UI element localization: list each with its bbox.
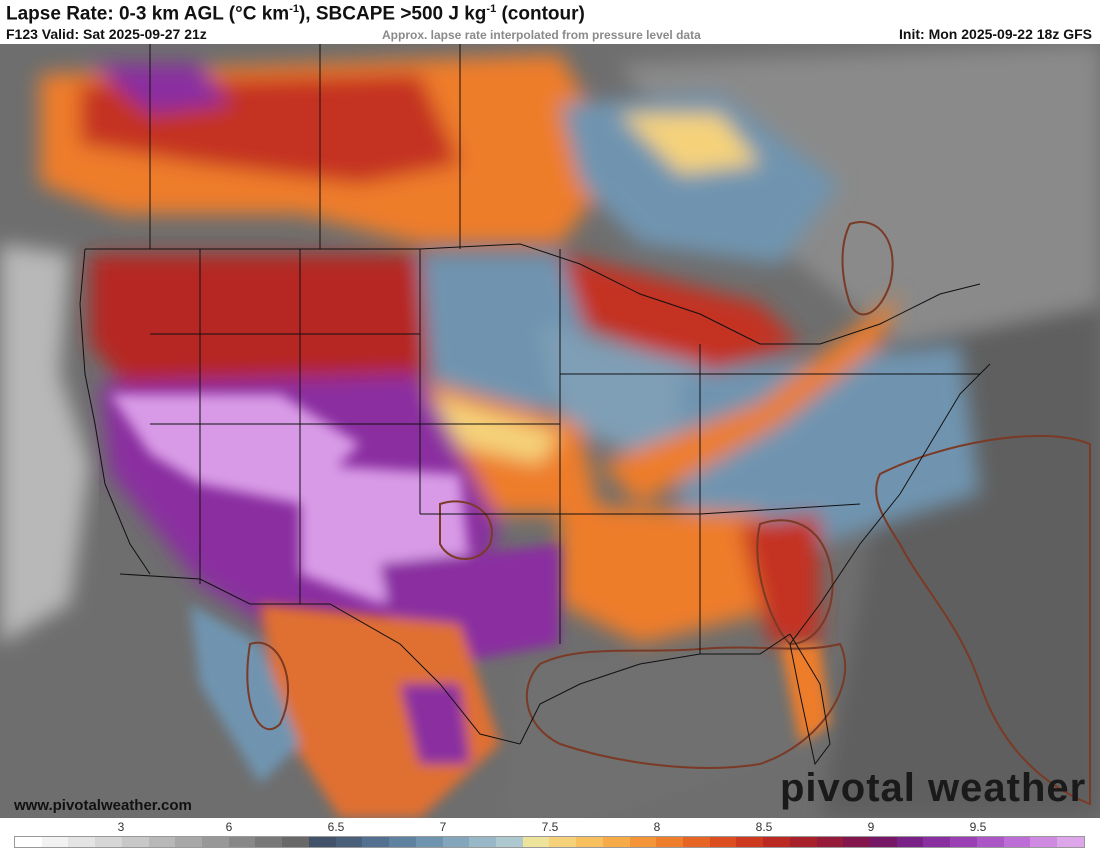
- coast-east: [789, 363, 991, 766]
- colorbar-cell: [736, 837, 764, 847]
- colorbar-cell: [255, 837, 283, 847]
- colorbar-cell: [682, 837, 710, 847]
- colorbar-cell: [362, 837, 390, 847]
- colorbar-cell: [656, 837, 683, 847]
- field-hudson-yellow: [620, 114, 760, 174]
- cape-contour-southeast: [756, 519, 834, 646]
- field-northwest-red: [90, 254, 430, 404]
- colorbar-cell: [870, 837, 897, 847]
- political-borders: [79, 44, 991, 766]
- colorbar-cell: [335, 837, 363, 847]
- colorbar-cell: [1003, 837, 1031, 847]
- gulf-gray: [500, 644, 830, 818]
- field-central-yellow: [430, 394, 560, 464]
- cape-contour-gulf: [526, 642, 847, 769]
- colorbar-tick-label: 3: [117, 820, 125, 834]
- colorbar-cell: [308, 837, 336, 847]
- cape-contour-plains: [439, 500, 493, 560]
- border-us-canada: [85, 243, 981, 345]
- colorbar-cell: [415, 837, 443, 847]
- field-mexico-purple: [400, 684, 470, 764]
- field-east-blue: [680, 344, 980, 544]
- colorbar-cell: [816, 837, 844, 847]
- colorbar-cell: [175, 837, 203, 847]
- colorbar-tick-label: 7: [439, 820, 447, 834]
- colorbar-cell: [228, 837, 256, 847]
- colorbar-cell: [442, 837, 470, 847]
- pacific-light-band: [0, 244, 90, 644]
- map-title: Lapse Rate: 0-3 km AGL (°C km-1), SBCAPE…: [6, 3, 585, 25]
- method-note: Approx. lapse rate interpolated from pre…: [382, 28, 701, 42]
- colorbar-cell: [923, 837, 951, 847]
- colorbar-cell: [843, 837, 870, 847]
- init-time: Init: Mon 2025-09-22 18z GFS: [899, 26, 1092, 42]
- cape-contour-lakes: [841, 221, 894, 316]
- field-baja-blue: [190, 604, 300, 784]
- cape-contour-atlantic: [875, 434, 1091, 806]
- colorbar-cell: [709, 837, 737, 847]
- colorbar-tick-label: 6: [225, 820, 233, 834]
- colorbar-scale: [14, 836, 1085, 848]
- colorbar-cell: [202, 837, 229, 847]
- colorbar-cell: [976, 837, 1004, 847]
- colorbar-cell: [469, 837, 496, 847]
- colorbar-cell: [95, 837, 122, 847]
- map-canvas: [0, 44, 1100, 818]
- colorbar-cell: [148, 837, 176, 847]
- field-ne-canada-blue: [560, 94, 840, 264]
- site-url: www.pivotalweather.com: [14, 797, 192, 814]
- colorbar-tick-label: 6.5: [327, 820, 345, 834]
- field-florida-orange: [780, 644, 830, 744]
- colorbar-tick-label: 8.5: [755, 820, 773, 834]
- colorbar-cell: [789, 837, 817, 847]
- field-great-basin-violet: [110, 394, 360, 504]
- header: Lapse Rate: 0-3 km AGL (°C km-1), SBCAPE…: [0, 0, 1100, 44]
- colorbar-cell: [763, 837, 790, 847]
- pivotal-weather-logo: pivotal weather: [780, 766, 1087, 810]
- colorbar-tick-label: 9.5: [969, 820, 987, 834]
- colorbar-tick-label: 9: [867, 820, 875, 834]
- colorbar: 3 6 6.5 7 7.5 8 8.5 9 9.5: [0, 818, 1100, 850]
- coast-west: [79, 248, 151, 575]
- colorbar-cell: [389, 837, 416, 847]
- colorbar-cell: [896, 837, 924, 847]
- colorbar-cell: [121, 837, 149, 847]
- colorbar-cell: [602, 837, 630, 847]
- colorbar-cell: [15, 837, 42, 847]
- field-east-orange-band: [600, 294, 900, 504]
- sbcape-contours: [246, 221, 1091, 806]
- coast-gulf: [519, 633, 791, 745]
- colorbar-cell: [1030, 837, 1058, 847]
- field-mexico-orange: [260, 604, 500, 818]
- colorbar-cell: [549, 837, 577, 847]
- cape-contour-baja: [246, 641, 289, 731]
- colorbar-cell: [495, 837, 523, 847]
- field-southeast-red: [740, 514, 820, 644]
- colorbar-cell: [950, 837, 977, 847]
- colorbar-tick-label: 7.5: [541, 820, 559, 834]
- colorbar-cell: [576, 837, 603, 847]
- colorbar-cell: [629, 837, 657, 847]
- colorbar-cell: [282, 837, 309, 847]
- border-us-mexico: [119, 573, 521, 745]
- colorbar-tick-label: 8: [653, 820, 661, 834]
- field-south-orange: [560, 504, 800, 644]
- colorbar-cell: [522, 837, 550, 847]
- valid-time: F123 Valid: Sat 2025-09-27 21z: [6, 26, 207, 42]
- field-canada-purple: [90, 64, 230, 114]
- colorbar-cell: [41, 837, 69, 847]
- colorbar-cell: [68, 837, 96, 847]
- colorbar-cell: [1057, 837, 1084, 847]
- lapse-rate-map: www.pivotalweather.com pivotal weather: [0, 44, 1100, 818]
